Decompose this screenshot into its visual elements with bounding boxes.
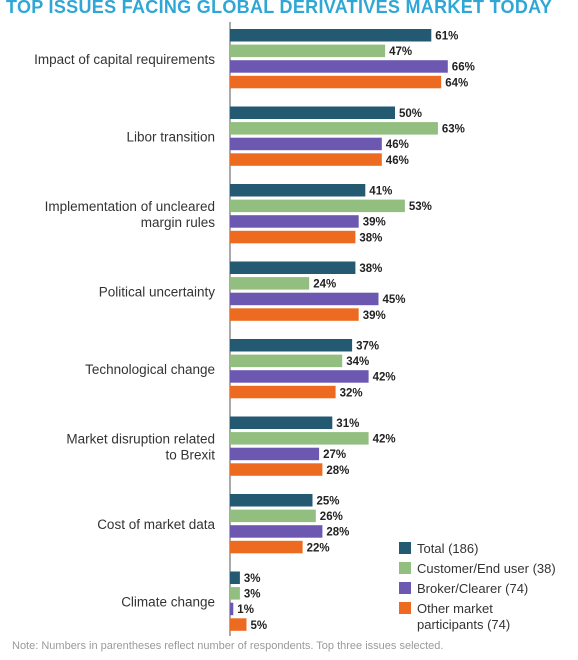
bar <box>230 571 240 584</box>
data-label: 61% <box>435 31 458 43</box>
category-label: Cost of market data <box>97 517 215 532</box>
category-label: to Brexit <box>165 448 215 463</box>
data-label: 50% <box>399 108 422 120</box>
data-label: 1% <box>237 604 254 616</box>
category-label: Climate change <box>121 595 215 610</box>
data-label: 38% <box>359 263 382 275</box>
category-label: Implementation of uncleared <box>45 199 215 214</box>
bar <box>230 339 353 352</box>
data-label: 47% <box>389 46 412 58</box>
legend: Total (186) Customer/End user (38) Broker/… <box>399 541 556 632</box>
data-label: 3% <box>244 573 261 585</box>
data-label: 46% <box>386 155 409 167</box>
data-label: 34% <box>346 356 369 368</box>
bar <box>230 44 386 58</box>
bar <box>230 184 366 197</box>
bar <box>230 602 234 616</box>
category-label: Impact of capital requirements <box>34 52 215 67</box>
data-label: 22% <box>307 542 330 554</box>
bar <box>230 416 333 429</box>
data-label: 37% <box>356 341 379 353</box>
category-label: Political uncertainty <box>99 285 216 300</box>
data-label: 38% <box>359 232 382 244</box>
bar <box>230 587 240 600</box>
data-label: 27% <box>323 449 346 461</box>
bar <box>230 447 320 461</box>
data-label: 28% <box>326 527 349 539</box>
bar <box>230 215 359 228</box>
data-label: 63% <box>442 124 465 136</box>
data-label: 31% <box>336 418 359 430</box>
category-label: margin rules <box>141 215 216 230</box>
bar <box>230 122 438 135</box>
legend-swatch <box>399 602 411 614</box>
bar <box>230 432 369 445</box>
data-label: 3% <box>244 589 261 601</box>
data-label: 42% <box>373 372 396 384</box>
legend-label: Broker/Clearer (74) <box>417 581 528 596</box>
data-label: 45% <box>383 294 406 306</box>
footnote: Note: Numbers in parentheses reflect num… <box>12 640 444 652</box>
data-label: 24% <box>313 279 336 291</box>
bar <box>230 540 303 554</box>
bars-layer <box>229 22 448 636</box>
bar <box>230 308 359 321</box>
data-label: 25% <box>317 496 340 508</box>
bar <box>230 370 369 383</box>
category-label: Libor transition <box>126 130 215 145</box>
data-label: 32% <box>340 387 363 399</box>
data-label: 42% <box>373 434 396 446</box>
bar <box>230 153 382 166</box>
category-label: Technological change <box>85 362 215 377</box>
bar <box>230 463 323 476</box>
bar <box>230 137 382 151</box>
legend-label: Total (186) <box>417 541 478 556</box>
bar <box>230 385 336 399</box>
bar <box>230 292 379 306</box>
legend-label: participants (74) <box>417 617 510 632</box>
bar <box>230 618 247 631</box>
data-label: 53% <box>409 201 432 213</box>
bar <box>230 277 310 290</box>
labels-layer: Impact of capital requirements 61% 47% 66% 6… <box>34 31 475 632</box>
bar <box>230 106 395 119</box>
chart-title: TOP ISSUES FACING GLOBAL DERIVATIVES MAR… <box>6 0 553 17</box>
bar <box>230 509 316 523</box>
legend-label: Customer/End user (38) <box>417 561 556 576</box>
data-label: 5% <box>251 620 268 632</box>
bar <box>230 29 432 42</box>
data-label: 41% <box>369 186 392 198</box>
bar <box>230 525 323 538</box>
data-label: 26% <box>320 511 343 523</box>
category-label: Market disruption related <box>66 432 215 447</box>
data-label: 46% <box>386 139 409 151</box>
legend-swatch <box>399 542 411 554</box>
bar <box>230 261 356 274</box>
bar <box>230 60 448 73</box>
bar <box>230 199 405 213</box>
bar <box>230 354 343 368</box>
bar <box>230 230 356 244</box>
data-label: 39% <box>363 310 386 322</box>
legend-swatch <box>399 582 411 594</box>
data-label: 39% <box>363 217 386 229</box>
legend-label: Other market <box>417 601 493 616</box>
bar <box>230 75 442 89</box>
data-label: 64% <box>445 77 468 89</box>
data-label: 66% <box>452 62 475 74</box>
data-label: 28% <box>326 465 349 477</box>
bar <box>230 494 313 507</box>
legend-swatch <box>399 562 411 574</box>
